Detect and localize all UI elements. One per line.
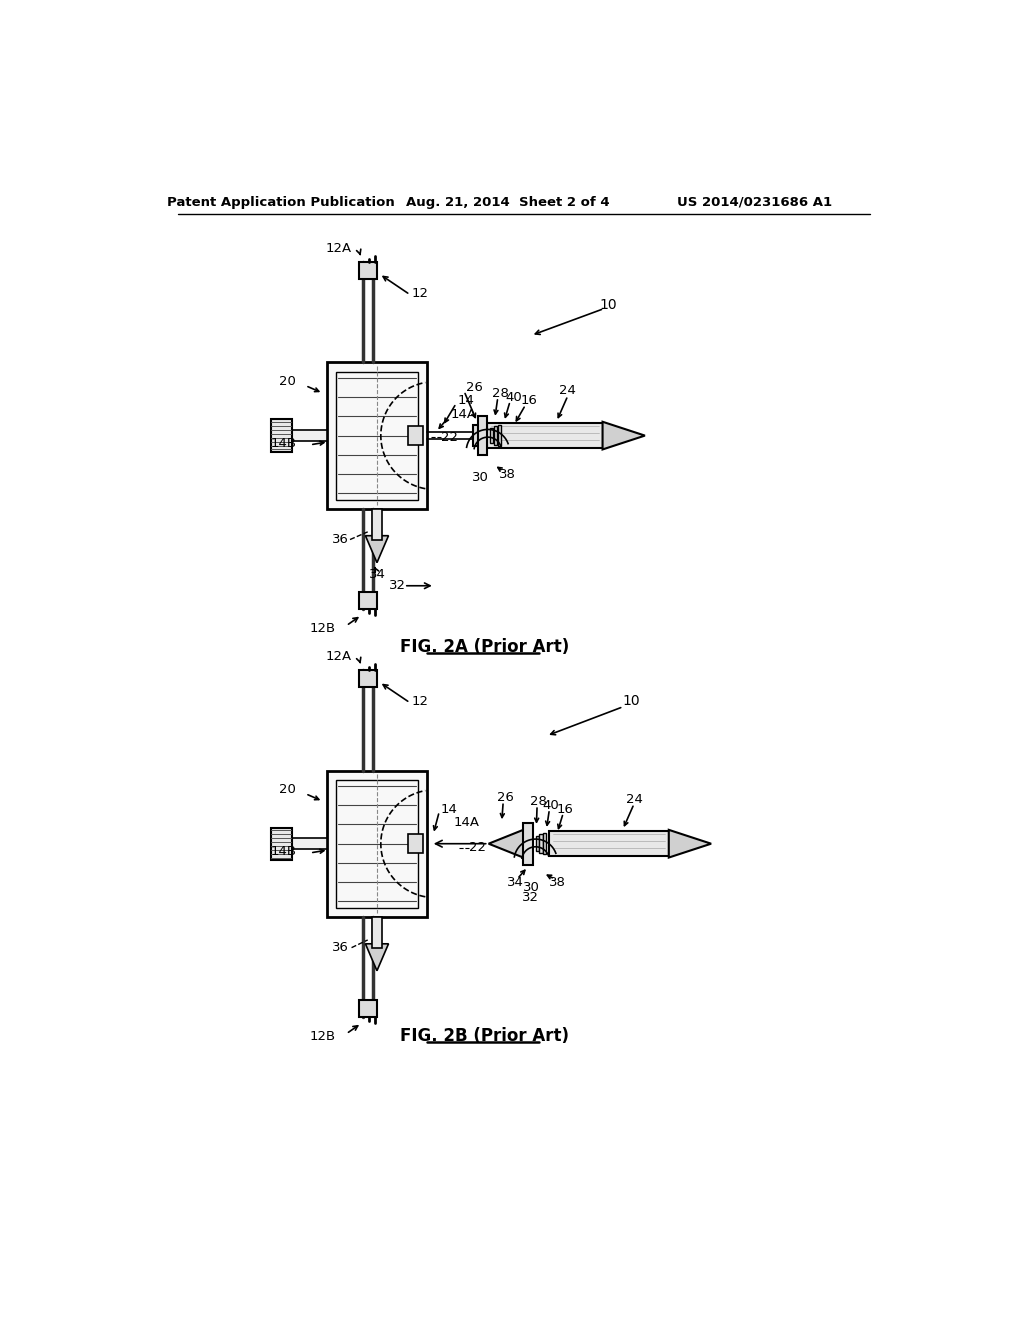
- Text: 12B: 12B: [310, 1030, 336, 1043]
- Polygon shape: [366, 536, 388, 562]
- Text: 34: 34: [507, 875, 524, 888]
- Text: FIG. 2A (Prior Art): FIG. 2A (Prior Art): [400, 639, 569, 656]
- Polygon shape: [488, 830, 523, 858]
- Text: 26: 26: [497, 791, 514, 804]
- Bar: [494, 426, 497, 445]
- Text: 12A: 12A: [326, 242, 351, 255]
- Text: 12: 12: [412, 286, 429, 300]
- Bar: [336, 780, 418, 908]
- Bar: [536, 836, 539, 851]
- Text: 14B: 14B: [270, 845, 296, 858]
- Text: FIG. 2B (Prior Art): FIG. 2B (Prior Art): [400, 1027, 569, 1045]
- Text: US 2014/0231686 A1: US 2014/0231686 A1: [677, 195, 831, 209]
- Text: 32: 32: [388, 579, 406, 593]
- Bar: [544, 833, 547, 854]
- Bar: [498, 425, 501, 446]
- Text: 12A: 12A: [326, 649, 351, 663]
- Text: 28: 28: [530, 795, 547, 808]
- Text: 22: 22: [441, 430, 458, 444]
- Text: 10: 10: [623, 694, 640, 709]
- Bar: [372, 508, 382, 540]
- Text: 24: 24: [626, 792, 643, 805]
- Text: 14: 14: [441, 803, 458, 816]
- Bar: [359, 591, 377, 609]
- Polygon shape: [669, 830, 711, 858]
- Bar: [327, 363, 427, 508]
- Bar: [292, 430, 327, 441]
- Bar: [408, 834, 423, 853]
- Bar: [270, 420, 292, 451]
- Text: 12: 12: [412, 694, 429, 708]
- Text: 16: 16: [521, 395, 538, 408]
- Text: 40: 40: [506, 391, 522, 404]
- Text: 20: 20: [280, 783, 296, 796]
- Text: 30: 30: [523, 880, 541, 894]
- Text: 34: 34: [370, 568, 386, 581]
- Bar: [292, 838, 327, 849]
- Text: 14A: 14A: [451, 408, 476, 421]
- Bar: [550, 832, 669, 855]
- Text: 38: 38: [549, 875, 565, 888]
- Text: 38: 38: [499, 467, 515, 480]
- Text: 14: 14: [458, 395, 475, 408]
- Text: Aug. 21, 2014  Sheet 2 of 4: Aug. 21, 2014 Sheet 2 of 4: [407, 195, 609, 209]
- Bar: [270, 828, 292, 859]
- Text: 16: 16: [556, 804, 573, 816]
- Text: 22: 22: [469, 841, 486, 854]
- Text: 32: 32: [522, 891, 540, 904]
- Text: 14B: 14B: [270, 437, 296, 450]
- Bar: [408, 426, 423, 445]
- Text: 36: 36: [332, 533, 348, 546]
- Bar: [478, 416, 487, 455]
- Bar: [327, 771, 427, 917]
- Bar: [490, 428, 494, 444]
- Text: 30: 30: [472, 471, 488, 484]
- Bar: [359, 263, 377, 280]
- Bar: [487, 424, 602, 447]
- Polygon shape: [366, 944, 388, 970]
- Text: 40: 40: [543, 799, 559, 812]
- Text: 24: 24: [559, 384, 577, 397]
- Text: 28: 28: [493, 387, 509, 400]
- Polygon shape: [602, 422, 645, 449]
- Bar: [336, 372, 418, 499]
- Text: 14A: 14A: [454, 816, 480, 829]
- Bar: [372, 917, 382, 948]
- Text: 20: 20: [280, 375, 296, 388]
- Text: 10: 10: [599, 298, 616, 312]
- Text: 36: 36: [332, 941, 348, 954]
- Text: Patent Application Publication: Patent Application Publication: [167, 195, 394, 209]
- Bar: [359, 671, 377, 688]
- Bar: [540, 834, 543, 853]
- Bar: [473, 425, 487, 446]
- Bar: [359, 1001, 377, 1016]
- Bar: [523, 822, 532, 866]
- Text: 12B: 12B: [310, 622, 336, 635]
- Text: 26: 26: [466, 381, 482, 395]
